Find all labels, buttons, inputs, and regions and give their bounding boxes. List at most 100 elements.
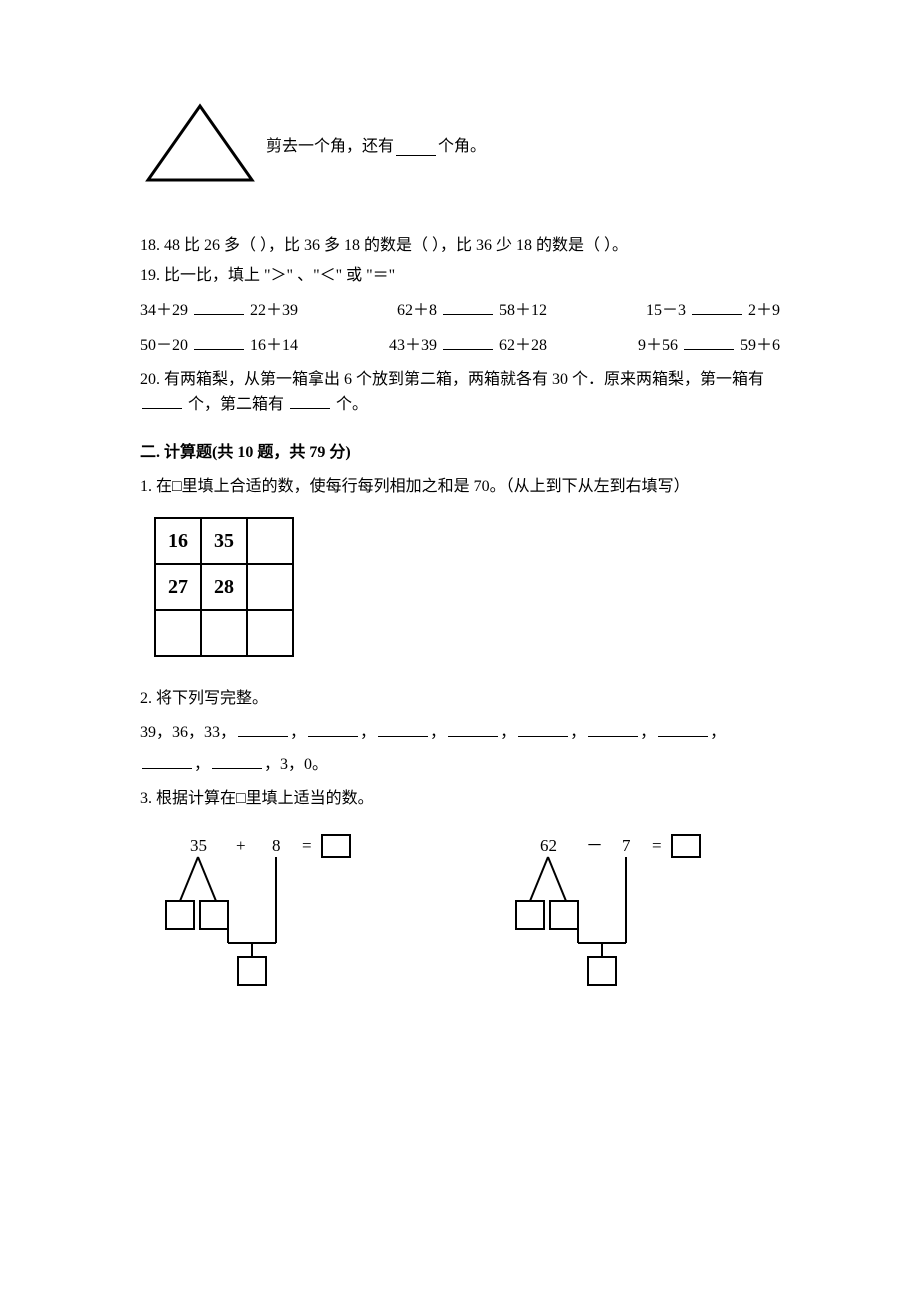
seq-suffix: ，3，0。 — [264, 756, 328, 773]
lhs: 50－20 — [140, 337, 188, 354]
grid-cell[interactable] — [247, 564, 293, 610]
answer-box[interactable] — [672, 835, 700, 857]
q19-row-1: 34＋29 22＋39 62＋8 58＋12 15－3 2＋9 — [140, 298, 780, 323]
split-box[interactable] — [550, 901, 578, 929]
split-box[interactable] — [516, 901, 544, 929]
q19-expr: 50－20 16＋14 — [140, 333, 298, 358]
op: + — [236, 836, 246, 855]
q19-expr: 62＋8 58＋12 — [397, 298, 547, 323]
s2q1: 1. 在□里填上合适的数，使每行每列相加之和是 70。（从上到下从左到右填写） — [140, 475, 780, 499]
q20-num: 20. — [140, 371, 160, 388]
s2q1-text: 在□里填上合适的数，使每行每列相加之和是 70。（从上到下从左到右填写） — [156, 478, 690, 495]
q19-expr: 43＋39 62＋28 — [389, 333, 547, 358]
h-part: 题，共 — [257, 444, 309, 461]
grid-cell[interactable]: 27 — [155, 564, 201, 610]
seq-comma: ， — [194, 756, 210, 773]
rhs: 2＋9 — [748, 302, 780, 319]
grid-cell[interactable] — [247, 518, 293, 564]
rhs: 58＋12 — [499, 302, 547, 319]
q20-text-2: 个，第二箱有 — [188, 396, 284, 413]
seq-comma: ， — [570, 724, 586, 741]
seq-blank[interactable] — [142, 752, 192, 769]
seq-blank[interactable] — [518, 720, 568, 737]
triangle-figure — [140, 100, 260, 194]
split-box[interactable] — [200, 901, 228, 929]
q19-intro: 19. 比一比，填上 "＞" 、"＜" 或 "＝" — [140, 264, 780, 288]
seq-comma: ， — [710, 724, 726, 741]
s2q3-title: 3. 根据计算在□里填上适当的数。 — [140, 787, 780, 811]
grid-cell[interactable] — [247, 610, 293, 656]
seq-comma: ， — [430, 724, 446, 741]
compare-blank[interactable] — [684, 333, 734, 350]
num-b: 8 — [272, 836, 281, 855]
answer-box[interactable] — [322, 835, 350, 857]
seq-blank[interactable] — [378, 720, 428, 737]
rhs: 59＋6 — [740, 337, 780, 354]
grid-cell[interactable] — [201, 610, 247, 656]
h-part: 分) — [329, 444, 350, 461]
seq-prefix: 39，36，33， — [140, 724, 236, 741]
q19-expr: 9＋56 59＋6 — [638, 333, 780, 358]
num-a: 35 — [190, 836, 207, 855]
compare-blank[interactable] — [194, 333, 244, 350]
lhs: 9＋56 — [638, 337, 678, 354]
seq-blank[interactable] — [588, 720, 638, 737]
seq-blank[interactable] — [238, 720, 288, 737]
q19-row-2: 50－20 16＋14 43＋39 62＋28 9＋56 59＋6 — [140, 333, 780, 358]
result-box[interactable] — [238, 957, 266, 985]
section-2-heading: 二. 计算题(共 10 题，共 79 分) — [140, 441, 780, 465]
grid-cell[interactable]: 28 — [201, 564, 247, 610]
s2q2-title: 2. 将下列写完整。 — [140, 687, 780, 711]
s2q2-title-text: 将下列写完整。 — [156, 690, 268, 707]
decomp-figure-right: 62 － 7 = — [510, 831, 720, 1001]
lhs: 62＋8 — [397, 302, 437, 319]
eq: = — [302, 836, 312, 855]
seq-comma: ， — [290, 724, 306, 741]
num-b: 7 — [622, 836, 631, 855]
seq-comma: ， — [500, 724, 516, 741]
s2q2-sequence: 39，36，33， ， ， ， ， ， ， ， ， ，3，0。 — [140, 717, 780, 781]
result-box[interactable] — [588, 957, 616, 985]
q17: 剪去一个角，还有 个角。 — [140, 100, 780, 194]
compare-blank[interactable] — [194, 298, 244, 315]
split-box[interactable] — [166, 901, 194, 929]
q20: 20. 有两箱梨，从第一箱拿出 6 个放到第二箱，两箱就各有 30 个．原来两箱… — [140, 368, 780, 417]
s2q3-title-text: 根据计算在□里填上适当的数。 — [156, 790, 374, 807]
seq-blank[interactable] — [308, 720, 358, 737]
s2q3-num: 3. — [140, 790, 152, 807]
h-part: 二. 计算题(共 — [140, 444, 237, 461]
lhs: 43＋39 — [389, 337, 437, 354]
seq-blank[interactable] — [658, 720, 708, 737]
lhs: 15－3 — [646, 302, 686, 319]
rhs: 62＋28 — [499, 337, 547, 354]
table-row — [155, 610, 293, 656]
q17-text-before: 剪去一个角，还有 — [266, 135, 394, 159]
h-part: 79 — [309, 444, 329, 461]
lhs: 34＋29 — [140, 302, 188, 319]
compare-blank[interactable] — [443, 298, 493, 315]
q20-text-3: 个。 — [336, 396, 368, 413]
q18-num: 18. — [140, 237, 160, 254]
seq-comma: ， — [360, 724, 376, 741]
q19-expr: 34＋29 22＋39 — [140, 298, 298, 323]
compare-blank[interactable] — [443, 333, 493, 350]
compare-blank[interactable] — [692, 298, 742, 315]
seq-comma: ， — [640, 724, 656, 741]
q17-text-after: 个角。 — [438, 135, 486, 159]
decomp-figure-left: 35 + 8 = — [160, 831, 370, 1001]
grid-cell[interactable] — [155, 610, 201, 656]
q20-blank-1[interactable] — [142, 392, 182, 409]
grid-cell[interactable]: 16 — [155, 518, 201, 564]
q17-blank[interactable] — [396, 139, 436, 156]
seq-blank[interactable] — [212, 752, 262, 769]
num-a: 62 — [540, 836, 557, 855]
h-part: 10 — [237, 444, 257, 461]
q18: 18. 48 比 26 多（ ），比 36 多 18 的数是（ ），比 36 少… — [140, 234, 780, 258]
seq-blank[interactable] — [448, 720, 498, 737]
eq: = — [652, 836, 662, 855]
grid-cell[interactable]: 35 — [201, 518, 247, 564]
q19-num: 19. — [140, 267, 160, 284]
q19-intro-text: 比一比，填上 "＞" 、"＜" 或 "＝" — [164, 267, 395, 284]
q20-blank-2[interactable] — [290, 392, 330, 409]
s2q1-num: 1. — [140, 478, 152, 495]
